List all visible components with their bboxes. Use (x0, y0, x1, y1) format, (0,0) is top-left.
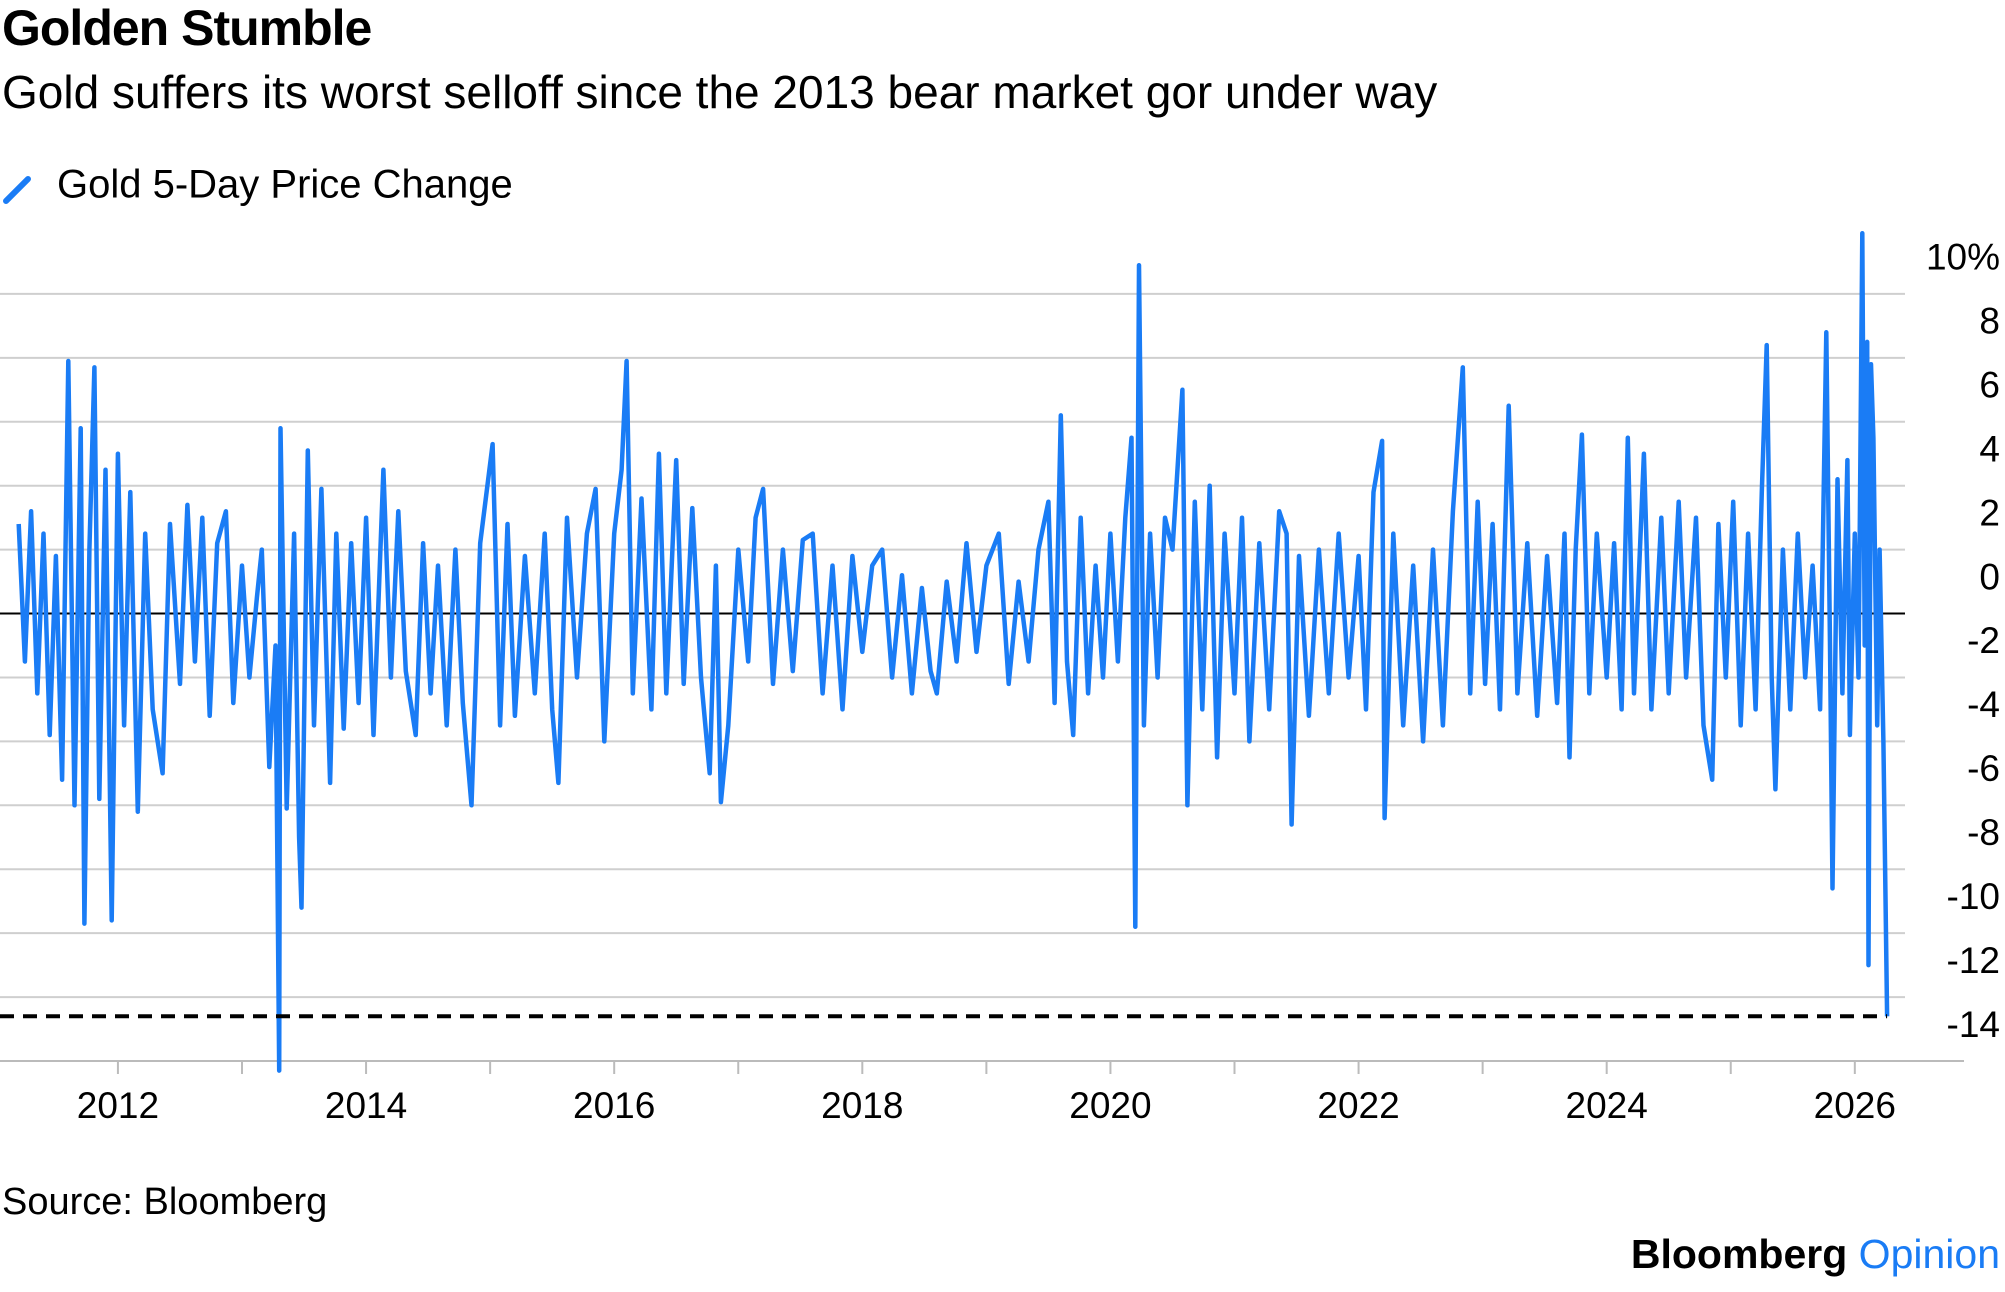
y-tick-label: 2 (1979, 492, 2000, 533)
x-tick-label: 2024 (1566, 1085, 1648, 1126)
y-tick-label: 8 (1979, 301, 2000, 342)
x-tick-label: 2018 (821, 1085, 903, 1126)
legend-label: Gold 5-Day Price Change (57, 163, 513, 207)
y-tick-label: -12 (1947, 940, 2000, 981)
chart-title: Golden Stumble (2, 0, 372, 56)
y-tick-label: -10 (1947, 876, 2000, 917)
source: Source: Bloomberg (2, 1181, 327, 1223)
logo: Bloomberg Opinion (1631, 1231, 2000, 1277)
x-tick-label: 2016 (573, 1085, 655, 1126)
y-tick-label: -4 (1967, 684, 2000, 725)
y-tick-label: 6 (1979, 365, 2000, 406)
x-tick-label: 2022 (1317, 1085, 1399, 1126)
logo-section: Opinion (1859, 1231, 2000, 1277)
y-tick-label: -8 (1967, 812, 2000, 853)
chart-subtitle: Gold suffers its worst selloff since the… (2, 66, 1437, 118)
data-line (16, 230, 1890, 1073)
y-tick-label: -2 (1967, 620, 2000, 661)
y-tick-label: 0 (1979, 556, 2000, 597)
y-tick-label: -6 (1967, 748, 2000, 789)
y-tick-label: 4 (1979, 428, 2000, 469)
x-tick-label: 2012 (77, 1085, 159, 1126)
y-tick-label: -14 (1947, 1004, 2000, 1045)
x-tick-label: 2014 (325, 1085, 407, 1126)
x-tick-label: 2026 (1814, 1085, 1896, 1126)
x-tick-label: 2020 (1069, 1085, 1151, 1126)
logo-brand: Bloomberg (1631, 1231, 1847, 1277)
legend-swatch (3, 176, 31, 204)
y-tick-label: 10% (1926, 237, 2000, 278)
